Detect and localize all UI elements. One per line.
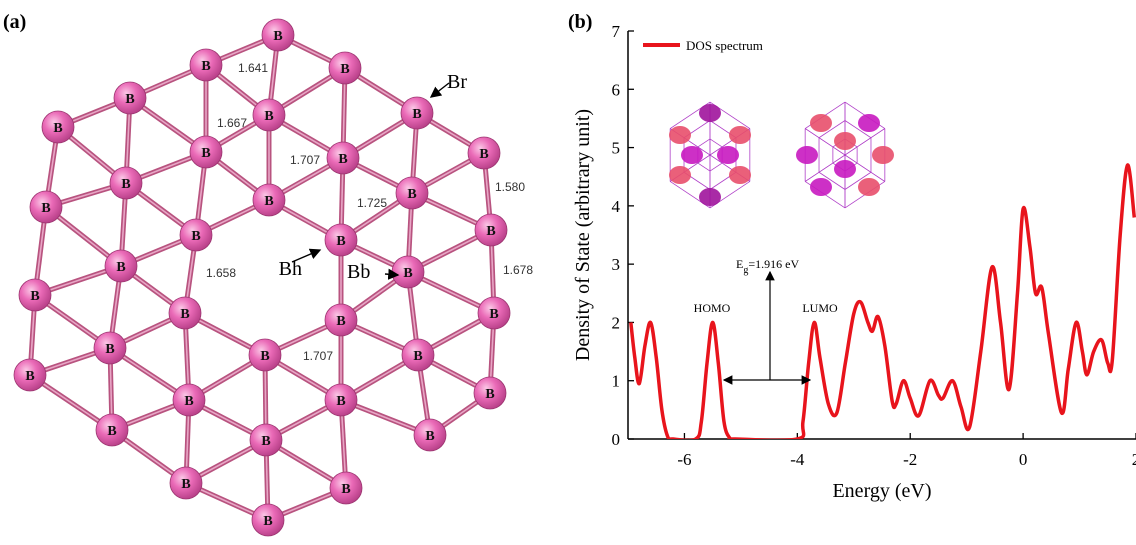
atom-label: B	[201, 59, 210, 74]
orbital-lobe	[729, 126, 751, 144]
legend-label: DOS spectrum	[686, 38, 763, 53]
lumo-label: LUMO	[802, 301, 838, 315]
y-tick-label: 0	[612, 430, 621, 449]
bond-length: 1.580	[495, 180, 525, 194]
atom-label: B	[338, 152, 347, 167]
site-label: Bb	[347, 261, 370, 283]
site-label: Bh	[279, 258, 302, 280]
atom-label: B	[191, 229, 200, 244]
atom-label: B	[341, 482, 350, 497]
inset-bond	[698, 139, 710, 147]
bond-length: 1.658	[206, 266, 236, 280]
orbital-lobe	[717, 146, 739, 164]
y-tick-label: 5	[612, 139, 621, 158]
orbital-lobe	[810, 178, 832, 196]
atom-label: B	[273, 29, 282, 44]
bond-length: 1.725	[357, 196, 387, 210]
orbital-lobe	[858, 178, 880, 196]
orbital-lobe	[834, 160, 856, 178]
orbital-inset	[669, 102, 894, 208]
site-label: Br	[447, 71, 467, 93]
atom-label: B	[264, 194, 273, 209]
site-arrow	[385, 274, 398, 275]
atom-label: B	[105, 342, 114, 357]
panel-label: (b)	[568, 11, 592, 33]
y-tick-label: 4	[612, 197, 621, 216]
panel-a: (a) 1.641 1.667 1.707 1.725 1.580 1.658 1.678 1.…	[3, 11, 533, 536]
atom-label: B	[485, 387, 494, 402]
atom-label: B	[107, 424, 116, 439]
atom-label: B	[336, 314, 345, 329]
x-tick-label: 2	[1132, 450, 1136, 469]
atom-label: B	[412, 107, 421, 122]
atom-label: B	[261, 434, 270, 449]
atom-label: B	[181, 477, 190, 492]
orbital-lobe	[681, 146, 703, 164]
gap-value: =1.916 eV	[748, 257, 799, 271]
orbital-lobe	[810, 114, 832, 132]
x-tick-label: -4	[790, 450, 805, 469]
atom-label: B	[263, 514, 272, 529]
atom-label: B	[336, 394, 345, 409]
atom-label: B	[260, 349, 269, 364]
orbital-lobe	[669, 126, 691, 144]
atom-label: B	[125, 92, 134, 107]
x-axis-title: Energy (eV)	[832, 480, 931, 502]
atom-label: B	[489, 307, 498, 322]
orbital-lobe	[872, 146, 894, 164]
atom-label: B	[340, 62, 349, 77]
bond-length: 1.678	[503, 263, 533, 277]
y-tick-label: 3	[612, 255, 621, 274]
atom-label: B	[479, 147, 488, 162]
y-tick-label: 1	[612, 372, 621, 391]
orbital-lobe	[669, 166, 691, 184]
atom-label: B	[53, 121, 62, 136]
atom-label: B	[486, 224, 495, 239]
atom-label: B	[413, 349, 422, 364]
atom-label: B	[336, 234, 345, 249]
bond-length: 1.707	[303, 349, 333, 363]
atom-label: B	[116, 260, 125, 275]
site-arrow	[292, 250, 320, 262]
y-axis-title: Density of State (arbitrary unit)	[572, 109, 594, 361]
gap-label: Eg=1.916 eV	[736, 257, 799, 276]
orbital-lobe	[729, 166, 751, 184]
panel-b: (b) 0 1 2 3 4 5 6 7 -6 -4 -2 0 2 Energy (eV) Density of…	[568, 11, 1136, 502]
figure: (a) 1.641 1.667 1.707 1.725 1.580 1.658 1.678 1.…	[0, 0, 1136, 545]
bond-length: 1.667	[217, 116, 247, 130]
orbital-lobe	[858, 114, 880, 132]
atom-label: B	[30, 289, 39, 304]
atom-label: B	[407, 187, 416, 202]
x-tick-label: -6	[677, 450, 691, 469]
bond-length: 1.707	[290, 153, 320, 167]
panel-label: (a)	[3, 11, 26, 33]
page: (a) 1.641 1.667 1.707 1.725 1.580 1.658 1.678 1.…	[0, 0, 1136, 545]
atom-label: B	[264, 109, 273, 124]
y-tick-label: 7	[612, 22, 621, 41]
atom-label: B	[425, 429, 434, 444]
atom-label: B	[180, 307, 189, 322]
orbital-lobe	[699, 188, 721, 206]
orbital-lobe	[699, 104, 721, 122]
y-tick-label: 2	[612, 313, 621, 332]
gap-symbol: E	[736, 257, 743, 271]
atom-label: B	[121, 177, 130, 192]
inset-bond	[710, 139, 722, 147]
bond-length: 1.641	[238, 61, 268, 75]
atom-label: B	[201, 146, 210, 161]
atom-label: B	[403, 266, 412, 281]
orbital-lobe	[796, 146, 818, 164]
y-tick-label: 6	[612, 80, 621, 99]
atom-label: B	[25, 369, 34, 384]
inset-bond	[698, 163, 710, 171]
atom-label: B	[41, 201, 50, 216]
atom-label: B	[184, 394, 193, 409]
inset-bond	[710, 163, 722, 171]
homo-label: HOMO	[694, 301, 731, 315]
x-tick-label: -2	[903, 450, 917, 469]
orbital-lobe	[834, 132, 856, 150]
x-tick-label: 0	[1019, 450, 1028, 469]
